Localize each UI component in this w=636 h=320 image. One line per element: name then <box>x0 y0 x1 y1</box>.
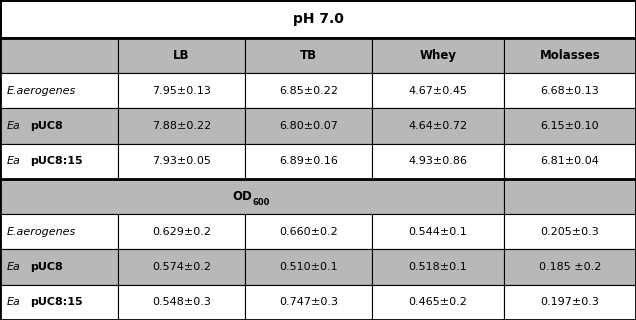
Text: 7.93±0.05: 7.93±0.05 <box>152 156 211 166</box>
Text: 0.747±0.3: 0.747±0.3 <box>279 297 338 308</box>
Text: E.aerogenes: E.aerogenes <box>7 86 76 96</box>
Bar <box>372 73 504 108</box>
Bar <box>372 144 504 179</box>
Bar <box>504 73 636 108</box>
Text: Molasses: Molasses <box>539 49 600 62</box>
Text: pUC8: pUC8 <box>30 121 62 131</box>
Bar <box>372 250 504 285</box>
Bar <box>245 73 372 108</box>
Bar <box>372 108 504 144</box>
Text: 0.465±0.2: 0.465±0.2 <box>408 297 467 308</box>
Text: pUC8:15: pUC8:15 <box>30 156 82 166</box>
Text: 0.574±0.2: 0.574±0.2 <box>152 262 211 272</box>
Text: OD: OD <box>232 190 252 203</box>
Bar <box>372 214 504 250</box>
Bar <box>0 285 118 320</box>
Text: pUC8: pUC8 <box>30 262 62 272</box>
Bar <box>504 38 636 73</box>
Bar <box>0 214 118 250</box>
Text: Ea: Ea <box>7 262 21 272</box>
Text: 0.197±0.3: 0.197±0.3 <box>541 297 599 308</box>
Text: Ea: Ea <box>7 121 21 131</box>
Bar <box>245 108 372 144</box>
Text: 0.205±0.3: 0.205±0.3 <box>541 227 599 237</box>
Bar <box>118 285 245 320</box>
Text: 0.629±0.2: 0.629±0.2 <box>152 227 211 237</box>
Text: 0.548±0.3: 0.548±0.3 <box>152 297 211 308</box>
Bar <box>118 73 245 108</box>
Text: TB: TB <box>300 49 317 62</box>
Text: 0.544±0.1: 0.544±0.1 <box>408 227 467 237</box>
Text: 7.95±0.13: 7.95±0.13 <box>152 86 211 96</box>
Text: 6.15±0.10: 6.15±0.10 <box>541 121 599 131</box>
Bar <box>245 285 372 320</box>
Bar <box>504 285 636 320</box>
Text: 0.660±0.2: 0.660±0.2 <box>279 227 338 237</box>
Bar <box>0 38 118 73</box>
Bar <box>372 285 504 320</box>
Bar <box>118 38 245 73</box>
Text: 0.518±0.1: 0.518±0.1 <box>408 262 467 272</box>
Text: Ea: Ea <box>7 297 21 308</box>
Bar <box>0 250 118 285</box>
Bar <box>504 250 636 285</box>
Bar <box>245 38 372 73</box>
Bar <box>504 179 636 214</box>
Text: 6.80±0.07: 6.80±0.07 <box>279 121 338 131</box>
Bar <box>504 214 636 250</box>
Bar <box>245 144 372 179</box>
Text: 600: 600 <box>252 198 270 207</box>
Bar <box>504 144 636 179</box>
Text: 6.68±0.13: 6.68±0.13 <box>541 86 599 96</box>
Text: 7.88±0.22: 7.88±0.22 <box>151 121 211 131</box>
Bar <box>0 0 636 38</box>
Bar <box>118 250 245 285</box>
Text: 6.89±0.16: 6.89±0.16 <box>279 156 338 166</box>
Bar <box>245 214 372 250</box>
Text: LB: LB <box>173 49 190 62</box>
Text: 0.510±0.1: 0.510±0.1 <box>279 262 338 272</box>
Bar <box>118 144 245 179</box>
Text: 4.93±0.86: 4.93±0.86 <box>408 156 467 166</box>
Text: Ea: Ea <box>7 156 21 166</box>
Bar <box>118 214 245 250</box>
Text: 4.67±0.45: 4.67±0.45 <box>408 86 467 96</box>
Bar <box>118 108 245 144</box>
Text: 4.64±0.72: 4.64±0.72 <box>408 121 467 131</box>
Bar <box>0 73 118 108</box>
Text: pH 7.0: pH 7.0 <box>293 12 343 26</box>
Text: Whey: Whey <box>419 49 457 62</box>
Bar <box>245 250 372 285</box>
Bar <box>504 108 636 144</box>
Text: 0.185 ±0.2: 0.185 ±0.2 <box>539 262 601 272</box>
Bar <box>0 144 118 179</box>
Bar <box>372 38 504 73</box>
Bar <box>0 108 118 144</box>
Bar <box>0 179 504 214</box>
Text: 6.85±0.22: 6.85±0.22 <box>279 86 338 96</box>
Text: E.aerogenes: E.aerogenes <box>7 227 76 237</box>
Text: pUC8:15: pUC8:15 <box>30 297 82 308</box>
Text: 6.81±0.04: 6.81±0.04 <box>541 156 599 166</box>
